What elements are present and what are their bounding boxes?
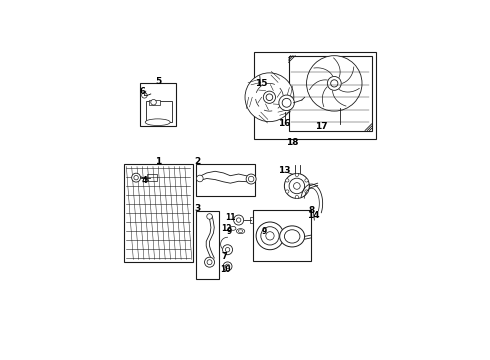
Circle shape <box>279 95 294 111</box>
Text: 9: 9 <box>227 227 232 236</box>
Circle shape <box>225 264 230 269</box>
Text: 1: 1 <box>155 157 161 166</box>
Text: 9: 9 <box>262 227 267 236</box>
Bar <box>146 102 172 122</box>
Circle shape <box>305 190 308 193</box>
Circle shape <box>207 260 212 265</box>
Circle shape <box>246 174 256 184</box>
Text: 18: 18 <box>286 139 298 148</box>
Circle shape <box>248 176 254 182</box>
Text: 2: 2 <box>194 157 200 166</box>
Circle shape <box>204 257 215 267</box>
Bar <box>147 174 157 181</box>
Circle shape <box>237 218 241 222</box>
Ellipse shape <box>258 229 265 233</box>
Circle shape <box>225 247 230 252</box>
Circle shape <box>142 93 147 98</box>
Text: 17: 17 <box>316 122 328 131</box>
Ellipse shape <box>238 230 243 233</box>
Circle shape <box>132 173 141 182</box>
Bar <box>252 210 311 261</box>
Circle shape <box>261 227 279 245</box>
Circle shape <box>286 190 289 193</box>
Circle shape <box>245 73 294 122</box>
Circle shape <box>295 195 298 199</box>
Circle shape <box>151 99 156 105</box>
Circle shape <box>282 98 291 107</box>
Bar <box>140 84 176 126</box>
Text: 14: 14 <box>307 211 320 220</box>
Circle shape <box>266 94 273 100</box>
Circle shape <box>234 215 244 225</box>
Text: 3: 3 <box>194 204 200 213</box>
Text: 7: 7 <box>222 252 228 261</box>
Text: 10: 10 <box>220 265 231 274</box>
Circle shape <box>289 178 305 194</box>
Ellipse shape <box>237 229 245 234</box>
Text: 4: 4 <box>142 176 147 185</box>
Circle shape <box>331 80 338 87</box>
Ellipse shape <box>280 226 305 247</box>
Circle shape <box>223 262 232 271</box>
Circle shape <box>207 214 212 219</box>
Circle shape <box>294 183 300 189</box>
Circle shape <box>266 232 274 240</box>
Bar <box>254 51 376 139</box>
Circle shape <box>263 91 275 103</box>
Bar <box>148 100 160 105</box>
Ellipse shape <box>284 230 300 243</box>
Circle shape <box>305 179 308 182</box>
Text: 15: 15 <box>255 79 267 88</box>
Text: 12: 12 <box>221 224 232 233</box>
Ellipse shape <box>230 226 236 230</box>
Bar <box>196 211 219 279</box>
Circle shape <box>295 173 298 176</box>
Text: 5: 5 <box>155 77 161 86</box>
Circle shape <box>327 76 341 90</box>
Circle shape <box>284 174 309 198</box>
Ellipse shape <box>145 119 170 126</box>
Circle shape <box>286 179 289 182</box>
Bar <box>250 217 256 223</box>
Text: 13: 13 <box>277 166 290 175</box>
Text: 8: 8 <box>308 206 315 215</box>
Circle shape <box>222 245 233 255</box>
Circle shape <box>196 175 203 182</box>
Bar <box>123 164 193 262</box>
Text: 11: 11 <box>225 212 236 221</box>
Bar <box>289 56 372 131</box>
Text: 16: 16 <box>277 119 290 128</box>
Text: 6: 6 <box>140 87 146 96</box>
Circle shape <box>307 56 362 111</box>
Bar <box>196 164 255 196</box>
Circle shape <box>134 175 138 180</box>
Circle shape <box>256 222 284 250</box>
